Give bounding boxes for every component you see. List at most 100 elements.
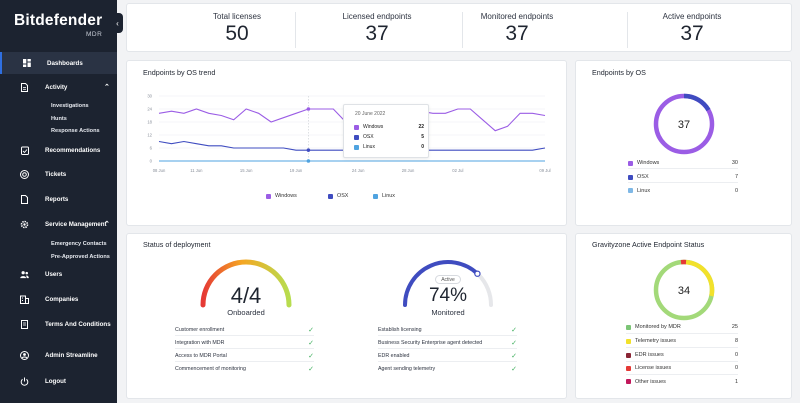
check-row: Integration with MDR ✓ xyxy=(175,337,314,349)
check-row: Customer enrollment ✓ xyxy=(175,324,314,336)
gz-title: Gravityzone Active Endpoint Status xyxy=(592,240,705,249)
kpi-value: 37 xyxy=(505,22,529,45)
data-point-osx xyxy=(306,148,311,152)
kpi-value: 50 xyxy=(225,22,249,45)
nav-item-users[interactable]: Users xyxy=(0,263,117,285)
active-badge: Active xyxy=(435,275,461,284)
brand-sub: MDR xyxy=(86,31,103,38)
nav-label-recommendations: Recommendations xyxy=(45,146,101,154)
swatch xyxy=(354,124,359,130)
monitored-gauge xyxy=(403,260,493,307)
gz-row-value: 25 xyxy=(731,324,738,330)
kpi-label: Total licenses xyxy=(212,12,262,21)
monitored-arc xyxy=(403,260,480,307)
swatch xyxy=(626,352,631,358)
nav-item-tickets[interactable]: Tickets xyxy=(0,163,117,185)
check-icon: ✓ xyxy=(511,339,517,347)
os-total: 37 xyxy=(678,119,690,131)
check-label: Customer enrollment xyxy=(175,326,225,333)
check-label: Commencement of monitoring xyxy=(175,366,246,372)
data-point-windows xyxy=(306,107,311,111)
gz-row-label: Other issues xyxy=(635,378,666,385)
legend-label: Windows xyxy=(275,193,297,199)
nav-item-companies[interactable]: Companies xyxy=(0,288,117,310)
kpi-value: 37 xyxy=(680,22,704,45)
tooltip-row-linux: Linux 0 xyxy=(354,144,424,150)
nav-label-tickets: Tickets xyxy=(45,170,67,178)
nav-sub-emergency-contacts[interactable]: Emergency Contacts xyxy=(51,241,107,247)
os-row-label: Linux xyxy=(637,187,651,194)
legend-linux[interactable]: Linux xyxy=(373,193,395,199)
check-icon: ✓ xyxy=(308,366,314,373)
os-row-value: 7 xyxy=(734,174,738,180)
nav-item-admin-streamline[interactable]: Admin Streamline xyxy=(0,344,117,366)
tooltip-label: OSX xyxy=(363,134,374,140)
tooltip-value: 5 xyxy=(421,134,424,140)
gz-row-monitored: Monitored by MDR 25 xyxy=(626,321,738,334)
y-tick-label: 0 xyxy=(150,159,153,164)
nav-label-terms: Terms And Conditions xyxy=(45,320,111,328)
check-row: Establish licensing ✓ xyxy=(378,324,517,336)
check-label: Business Security Enterprise agent detec… xyxy=(378,339,483,346)
os-row-osx: OSX 7 xyxy=(628,172,738,183)
kpi-divider xyxy=(295,12,296,48)
os-card xyxy=(575,60,792,226)
swatch xyxy=(626,324,631,330)
kpi-divider xyxy=(627,12,628,48)
nav-sub-response-actions[interactable]: Response Actions xyxy=(51,128,100,134)
swatch xyxy=(626,365,631,371)
os-row-value: 0 xyxy=(734,187,738,194)
monitored-label: Monitored xyxy=(431,308,465,317)
os-row-linux: Linux 0 xyxy=(628,185,738,196)
nav-sub-hunts[interactable]: Hunts xyxy=(51,116,67,122)
nav-item-reports[interactable]: Reports xyxy=(0,188,117,210)
kpi-label: Monitored endpoints xyxy=(480,12,554,21)
nav-item-logout[interactable]: Logout xyxy=(0,370,117,392)
x-tick-label: 15 Jun xyxy=(240,168,253,173)
os-row-windows: Windows 30 xyxy=(628,158,738,169)
collapse-sidebar-button[interactable]: ‹ xyxy=(112,13,123,33)
x-tick-label: 08 Jun xyxy=(153,168,166,173)
nav-item-dashboards[interactable]: Dashboards xyxy=(0,52,117,74)
os-title: Endpoints by OS xyxy=(592,68,646,77)
kpi-label: Licensed endpoints xyxy=(342,12,412,21)
gz-row-label: Monitored by MDR xyxy=(635,324,681,330)
nav-item-recommendations[interactable]: Recommendations xyxy=(0,139,117,161)
donut-osx xyxy=(683,93,711,112)
onboarded-gauge xyxy=(200,259,292,308)
kpi-label: Active endpoints xyxy=(662,12,722,21)
os-row-value: 30 xyxy=(731,160,738,166)
report-icon xyxy=(20,194,29,204)
tooltip-row-osx: OSX 5 xyxy=(354,134,424,140)
data-point-linux xyxy=(306,159,311,163)
chevron-up-icon[interactable]: ⌃ xyxy=(104,221,110,228)
gz-row-value: 1 xyxy=(734,378,738,385)
onboarded-value: 4/4 xyxy=(230,283,262,308)
brand-logo[interactable]: Bitdefender MDR xyxy=(14,12,102,38)
swatch xyxy=(628,160,633,166)
os-trend-title: Endpoints by OS trend xyxy=(143,68,216,77)
nav-sub-investigations[interactable]: Investigations xyxy=(51,103,89,109)
nav-item-terms[interactable]: Terms And Conditions xyxy=(0,313,117,335)
swatch xyxy=(628,174,633,180)
chevron-up-icon[interactable]: ⌃ xyxy=(104,84,110,91)
nav-item-service-management[interactable]: Service Management ⌃ xyxy=(0,213,117,235)
swatch xyxy=(626,338,631,344)
tooltip-date: 20 June 2022 xyxy=(355,111,386,117)
deployment-title: Status of deployment xyxy=(143,240,211,249)
admin-icon xyxy=(20,350,29,360)
legend-windows[interactable]: Windows xyxy=(266,193,297,199)
x-tick-label: 19 Jun xyxy=(290,168,303,173)
nav-item-activity[interactable]: Activity ⌃ xyxy=(0,76,117,98)
building-icon xyxy=(20,295,29,304)
swatch xyxy=(354,144,359,150)
y-tick-label: 24 xyxy=(147,107,152,112)
check-icon: ✓ xyxy=(308,339,314,347)
legend-osx[interactable]: OSX xyxy=(328,193,348,199)
nav-label-companies: Companies xyxy=(45,295,79,303)
nav-sub-pre-approved-actions[interactable]: Pre-Approved Actions xyxy=(51,254,110,260)
nav-label-users: Users xyxy=(45,270,63,278)
check-row: Business Security Enterprise agent detec… xyxy=(378,337,517,349)
x-tick-label: 09 Jul xyxy=(539,168,550,173)
gz-donut-chart: 34 xyxy=(653,259,715,321)
